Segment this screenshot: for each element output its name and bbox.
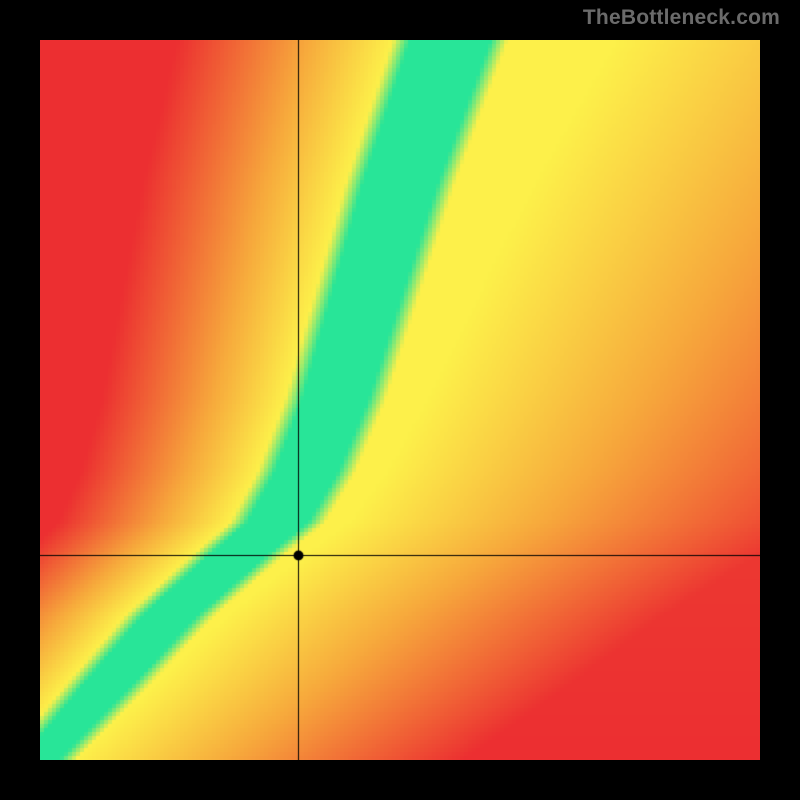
watermark-text: TheBottleneck.com xyxy=(583,6,780,30)
chart-container: { "watermark": { "text": "TheBottleneck.… xyxy=(0,0,800,800)
bottleneck-heatmap xyxy=(40,40,760,760)
